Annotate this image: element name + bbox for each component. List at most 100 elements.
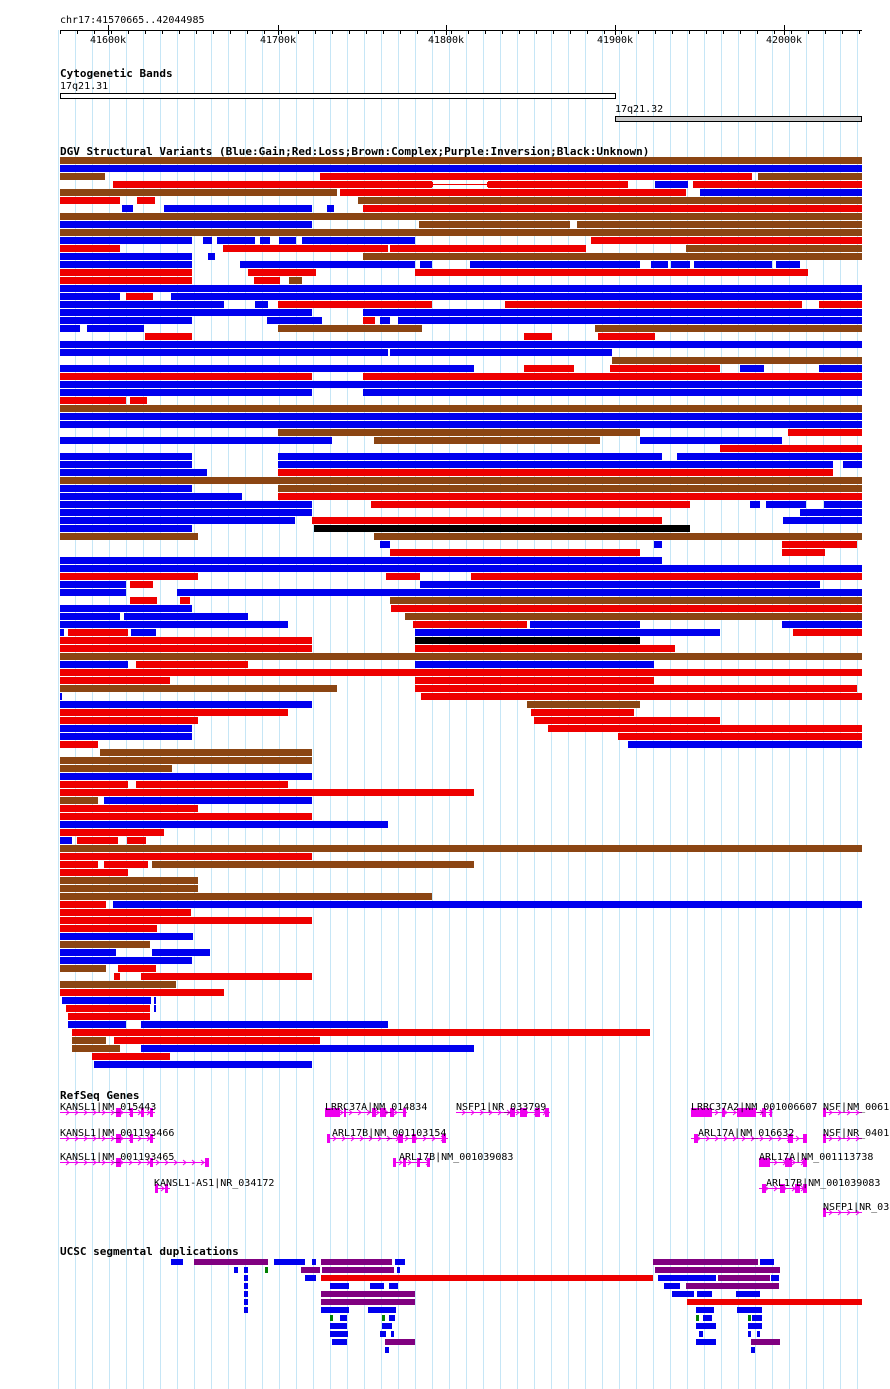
segdup-block	[244, 1291, 248, 1297]
dgv-variant	[278, 493, 862, 500]
segdup-block	[368, 1307, 396, 1313]
gene-strand-arrow	[341, 1135, 346, 1142]
gene-label[interactable]: NSF|NM_0061	[823, 1102, 890, 1113]
dgv-variant	[60, 773, 312, 780]
segdup-block	[330, 1283, 349, 1289]
dgv-variant	[595, 325, 862, 332]
gene-exon	[417, 1158, 420, 1167]
gene-strand-arrow	[110, 1109, 115, 1116]
gene-label[interactable]: ARL17A|NM_001113738	[759, 1152, 874, 1163]
gene-label[interactable]: ARL17B|NM_001039083	[766, 1178, 881, 1189]
dgv-variant	[782, 541, 857, 548]
dgv-variant	[612, 357, 862, 364]
dgv-variant	[782, 621, 862, 628]
dgv-variant	[60, 173, 105, 180]
gene-strand-arrow	[407, 1159, 412, 1166]
dgv-variant	[60, 341, 862, 348]
dgv-variant	[60, 309, 312, 316]
dgv-variant	[60, 925, 157, 932]
gene-strand-arrow	[741, 1135, 746, 1142]
gene-exon	[372, 1108, 376, 1117]
dgv-variant	[843, 461, 862, 468]
dgv-track-title[interactable]: DGV Structural Variants (Blue:Gain;Red:L…	[60, 145, 650, 158]
segdup-block	[658, 1275, 716, 1281]
dgv-variant	[530, 621, 640, 628]
gene-label[interactable]: ARL17B|NM_001103154	[332, 1128, 447, 1139]
dgv-variant	[60, 701, 312, 708]
dgv-variant	[60, 285, 862, 292]
gene-strand-arrow	[422, 1135, 427, 1142]
dgv-variant	[60, 653, 862, 660]
dgv-variant	[60, 293, 120, 300]
dgv-variant	[60, 613, 120, 620]
gene-strand-arrow	[137, 1135, 142, 1142]
segdup-block	[321, 1299, 415, 1305]
refseq-track-title[interactable]: RefSeq Genes	[60, 1089, 140, 1102]
dgv-variant	[60, 533, 198, 540]
gene-label[interactable]: KANSL1-AS1|NR_034172	[154, 1178, 275, 1189]
dgv-variant	[255, 301, 268, 308]
gene-label[interactable]: NSF|NR_0401	[823, 1128, 890, 1139]
gene-label[interactable]: NSFP1|NR_033799	[456, 1102, 547, 1113]
dgv-variant	[60, 989, 224, 996]
gene-exon	[510, 1108, 515, 1117]
dgv-variant	[68, 1013, 150, 1020]
dgv-variant	[278, 469, 833, 476]
gene-exon	[762, 1184, 766, 1193]
dgv-variant	[141, 1045, 474, 1052]
dgv-variant	[60, 957, 192, 964]
dgv-variant	[314, 525, 690, 532]
gene-strand-arrow	[65, 1109, 70, 1116]
ruler-tick-label: 42000k	[765, 35, 803, 46]
dgv-variant	[87, 325, 144, 332]
segdup-block	[397, 1267, 400, 1273]
dgv-variant	[598, 333, 655, 340]
gene-label[interactable]: ARL17B|NM_001039083	[399, 1152, 514, 1163]
gene-exon	[795, 1184, 800, 1193]
dgv-variant	[192, 493, 242, 500]
gene-label[interactable]: LRRC37A2|NM_001006607	[691, 1102, 818, 1113]
dgv-variant	[651, 261, 668, 268]
gene-label[interactable]: KANSL1|NM_015443	[60, 1102, 157, 1113]
dgv-variant	[782, 549, 825, 556]
dgv-variant	[618, 733, 862, 740]
cyto-track-title[interactable]: Cytogenetic Bands	[60, 67, 173, 80]
dgv-variant	[60, 789, 474, 796]
gene-exon	[403, 1158, 406, 1167]
dgv-variant	[278, 429, 640, 436]
dgv-variant	[278, 453, 662, 460]
segdup-track-title[interactable]: UCSC segmental duplications	[60, 1245, 239, 1258]
gene-strand-arrow	[101, 1159, 106, 1166]
ruler-tick-label: 41600k	[89, 35, 127, 46]
dgv-variant	[340, 189, 686, 196]
dgv-variant	[740, 365, 764, 372]
dgv-variant	[374, 533, 862, 540]
gene-label[interactable]: NSFP1|NR_03	[823, 1202, 890, 1213]
dgv-variant	[217, 237, 255, 244]
gene-exon	[380, 1108, 386, 1117]
gene-strand-arrow	[515, 1109, 520, 1116]
gene-strand-arrow	[160, 1185, 165, 1192]
dgv-variant	[141, 973, 312, 980]
gene-exon	[150, 1108, 153, 1117]
dgv-variant	[60, 413, 862, 420]
gene-label[interactable]: KANSL1|NM_001193465	[60, 1152, 175, 1163]
gene-strand-arrow	[773, 1159, 778, 1166]
gene-strand-arrow	[348, 1109, 353, 1116]
gene-label[interactable]: LRRC37A|NM_014834	[325, 1102, 428, 1113]
gene-strand-arrow	[497, 1109, 502, 1116]
segdup-block	[370, 1283, 384, 1289]
dgv-variant	[363, 389, 862, 396]
dgv-variant	[60, 509, 312, 516]
dgv-variant	[131, 629, 156, 636]
gene-label[interactable]: ARL17A|NM_016632	[698, 1128, 795, 1139]
dgv-variant	[60, 901, 106, 908]
dgv-variant	[68, 1021, 126, 1028]
dgv-variant	[60, 605, 192, 612]
segdup-block	[391, 1331, 394, 1337]
dgv-variant	[152, 861, 474, 868]
gene-strand-arrow	[332, 1135, 337, 1142]
gene-label[interactable]: KANSL1|NM_001193466	[60, 1128, 175, 1139]
gene-strand-arrow	[828, 1209, 833, 1216]
dgv-variant	[248, 269, 316, 276]
